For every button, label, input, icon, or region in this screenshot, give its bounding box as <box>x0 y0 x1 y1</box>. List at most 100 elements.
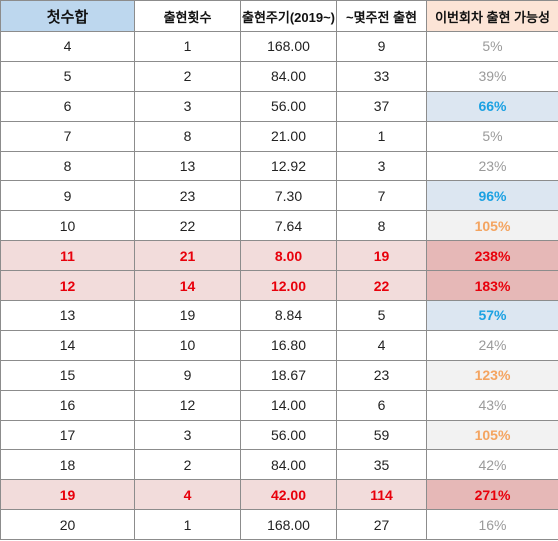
cycle-cell: 12.92 <box>240 150 337 182</box>
table-row: 18 2 84.00 35 42% <box>0 449 558 481</box>
count-cell: 2 <box>134 449 241 481</box>
probability-cell: 24% <box>426 329 558 361</box>
sum-cell: 16 <box>0 389 135 421</box>
sum-cell: 9 <box>0 180 135 212</box>
count-cell: 14 <box>134 270 241 302</box>
count-cell: 4 <box>134 479 241 511</box>
count-cell: 9 <box>134 359 241 391</box>
sum-cell: 14 <box>0 329 135 361</box>
header-weeks-ago: ~몇주전 출현 <box>336 0 427 32</box>
weeks-ago-cell: 33 <box>336 60 427 92</box>
sum-cell: 19 <box>0 479 135 511</box>
sum-cell: 5 <box>0 60 135 92</box>
cycle-cell: 21.00 <box>240 120 337 152</box>
sum-cell: 20 <box>0 509 135 541</box>
weeks-ago-cell: 4 <box>336 329 427 361</box>
sum-cell: 11 <box>0 240 135 272</box>
probability-cell: 57% <box>426 300 558 331</box>
probability-cell: 183% <box>426 270 558 302</box>
table-body: 4 1 168.00 9 5% 5 2 84.00 33 39% 6 3 56.00 37 66% 7 8 21.… <box>0 31 558 541</box>
sum-cell: 13 <box>0 300 135 331</box>
count-cell: 10 <box>134 329 241 361</box>
count-cell: 22 <box>134 210 241 242</box>
weeks-ago-cell: 22 <box>336 270 427 302</box>
probability-cell: 23% <box>426 150 558 182</box>
table-row: 8 13 12.92 3 23% <box>0 150 558 182</box>
count-cell: 21 <box>134 240 241 272</box>
sum-cell: 15 <box>0 359 135 391</box>
table-row: 10 22 7.64 8 105% <box>0 210 558 242</box>
count-cell: 19 <box>134 300 241 331</box>
cycle-cell: 8.84 <box>240 300 337 331</box>
weeks-ago-cell: 9 <box>336 31 427 62</box>
weeks-ago-cell: 23 <box>336 359 427 391</box>
cycle-cell: 168.00 <box>240 509 337 541</box>
count-cell: 12 <box>134 389 241 421</box>
table-row: 5 2 84.00 33 39% <box>0 60 558 92</box>
weeks-ago-cell: 59 <box>336 419 427 451</box>
cycle-cell: 16.80 <box>240 329 337 361</box>
weeks-ago-cell: 114 <box>336 479 427 511</box>
cycle-cell: 18.67 <box>240 359 337 391</box>
sum-cell: 7 <box>0 120 135 152</box>
table-row: 7 8 21.00 1 5% <box>0 120 558 152</box>
count-cell: 2 <box>134 60 241 92</box>
count-cell: 8 <box>134 120 241 152</box>
weeks-ago-cell: 19 <box>336 240 427 272</box>
header-row: 첫수합 출현횟수 출현주기(2019~) ~몇주전 출현 이번회차 출현 가능성 <box>0 0 558 32</box>
weeks-ago-cell: 3 <box>336 150 427 182</box>
cycle-cell: 7.30 <box>240 180 337 212</box>
probability-cell: 66% <box>426 90 558 122</box>
count-cell: 1 <box>134 31 241 62</box>
probability-cell: 5% <box>426 31 558 62</box>
sum-cell: 18 <box>0 449 135 481</box>
cycle-cell: 56.00 <box>240 419 337 451</box>
count-cell: 13 <box>134 150 241 182</box>
count-cell: 23 <box>134 180 241 212</box>
cycle-cell: 84.00 <box>240 60 337 92</box>
table-row: 13 19 8.84 5 57% <box>0 300 558 331</box>
table-row: 6 3 56.00 37 66% <box>0 90 558 122</box>
sum-cell: 17 <box>0 419 135 451</box>
cycle-cell: 42.00 <box>240 479 337 511</box>
weeks-ago-cell: 1 <box>336 120 427 152</box>
cycle-cell: 12.00 <box>240 270 337 302</box>
count-cell: 3 <box>134 419 241 451</box>
cycle-cell: 56.00 <box>240 90 337 122</box>
weeks-ago-cell: 27 <box>336 509 427 541</box>
sum-cell: 4 <box>0 31 135 62</box>
sum-cell: 8 <box>0 150 135 182</box>
count-cell: 1 <box>134 509 241 541</box>
probability-cell: 43% <box>426 389 558 421</box>
probability-cell: 105% <box>426 419 558 451</box>
probability-cell: 42% <box>426 449 558 481</box>
probability-cell: 271% <box>426 479 558 511</box>
table-row: 14 10 16.80 4 24% <box>0 329 558 361</box>
table-row: 20 1 168.00 27 16% <box>0 509 558 541</box>
header-sum: 첫수합 <box>0 0 135 32</box>
cycle-cell: 14.00 <box>240 389 337 421</box>
probability-cell: 39% <box>426 60 558 92</box>
table-row: 11 21 8.00 19 238% <box>0 240 558 272</box>
header-probability: 이번회차 출현 가능성 <box>426 0 558 32</box>
cycle-cell: 7.64 <box>240 210 337 242</box>
weeks-ago-cell: 8 <box>336 210 427 242</box>
probability-cell: 123% <box>426 359 558 391</box>
table-row: 12 14 12.00 22 183% <box>0 270 558 302</box>
probability-cell: 96% <box>426 180 558 212</box>
sum-cell: 6 <box>0 90 135 122</box>
probability-cell: 16% <box>426 509 558 541</box>
cycle-cell: 168.00 <box>240 31 337 62</box>
table-row: 15 9 18.67 23 123% <box>0 359 558 391</box>
weeks-ago-cell: 6 <box>336 389 427 421</box>
table-row: 4 1 168.00 9 5% <box>0 31 558 62</box>
table-row: 16 12 14.00 6 43% <box>0 389 558 421</box>
cycle-cell: 84.00 <box>240 449 337 481</box>
table-row: 17 3 56.00 59 105% <box>0 419 558 451</box>
cycle-cell: 8.00 <box>240 240 337 272</box>
weeks-ago-cell: 5 <box>336 300 427 331</box>
sum-cell: 10 <box>0 210 135 242</box>
count-cell: 3 <box>134 90 241 122</box>
sum-cell: 12 <box>0 270 135 302</box>
